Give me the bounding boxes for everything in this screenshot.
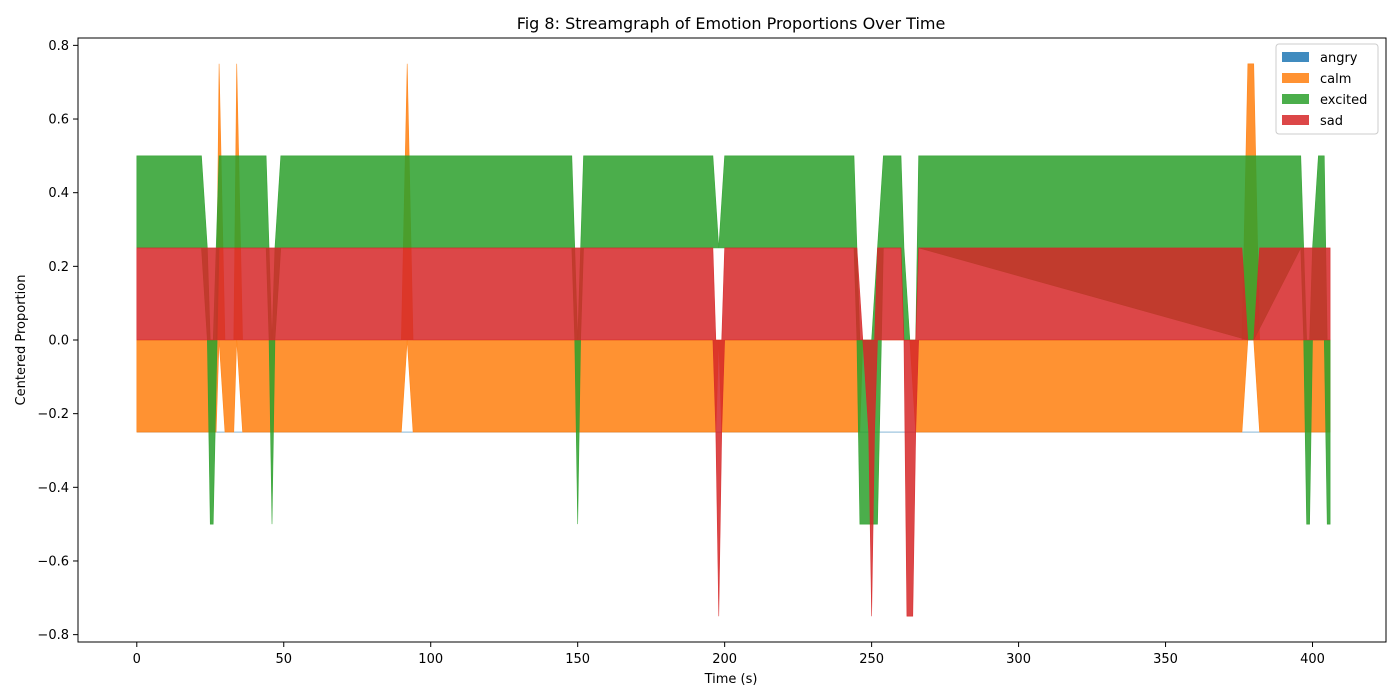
legend-label-angry: angry	[1320, 51, 1358, 66]
y-tick-label: 0.2	[48, 260, 69, 275]
y-tick-label: −0.4	[37, 481, 69, 496]
y-tick-label: −0.8	[37, 628, 69, 643]
legend-swatch-sad	[1282, 115, 1309, 125]
y-tick-label: 0.4	[48, 186, 69, 201]
y-axis: −0.8 −0.6 −0.4 −0.2 0.0 0.2 0.4 0.6 0.8	[37, 39, 78, 643]
legend-swatch-excited	[1282, 94, 1309, 104]
series-area-sad	[136, 247, 1331, 617]
legend-swatch-angry	[1282, 52, 1309, 62]
legend-label-excited: excited	[1320, 93, 1367, 108]
y-tick-label: 0.0	[48, 334, 69, 349]
y-tick-label: 0.8	[48, 39, 69, 54]
x-tick-label: 100	[418, 652, 443, 667]
y-axis-label: Centered Proportion	[14, 275, 29, 406]
x-tick-label: 300	[1006, 652, 1031, 667]
legend: angry calm excited sad	[1275, 43, 1379, 135]
x-tick-label: 350	[1153, 652, 1178, 667]
x-tick-label: 50	[275, 652, 292, 667]
x-axis-label: Time (s)	[704, 672, 758, 687]
x-axis: 0 50 100 150 200 250 300 350 400	[133, 642, 1325, 667]
y-tick-label: −0.2	[37, 407, 69, 422]
chart-title: Fig 8: Streamgraph of Emotion Proportion…	[517, 14, 946, 33]
x-tick-label: 400	[1300, 652, 1325, 667]
legend-label-calm: calm	[1320, 72, 1351, 87]
x-tick-label: 0	[133, 652, 141, 667]
x-tick-label: 250	[859, 652, 884, 667]
y-tick-label: 0.6	[48, 113, 69, 128]
series-layer	[136, 63, 1331, 617]
legend-box	[1275, 43, 1379, 135]
y-tick-label: −0.6	[37, 554, 69, 569]
x-tick-label: 200	[712, 652, 737, 667]
legend-label-sad: sad	[1320, 114, 1343, 129]
x-tick-label: 150	[565, 652, 590, 667]
legend-swatch-calm	[1282, 73, 1309, 83]
